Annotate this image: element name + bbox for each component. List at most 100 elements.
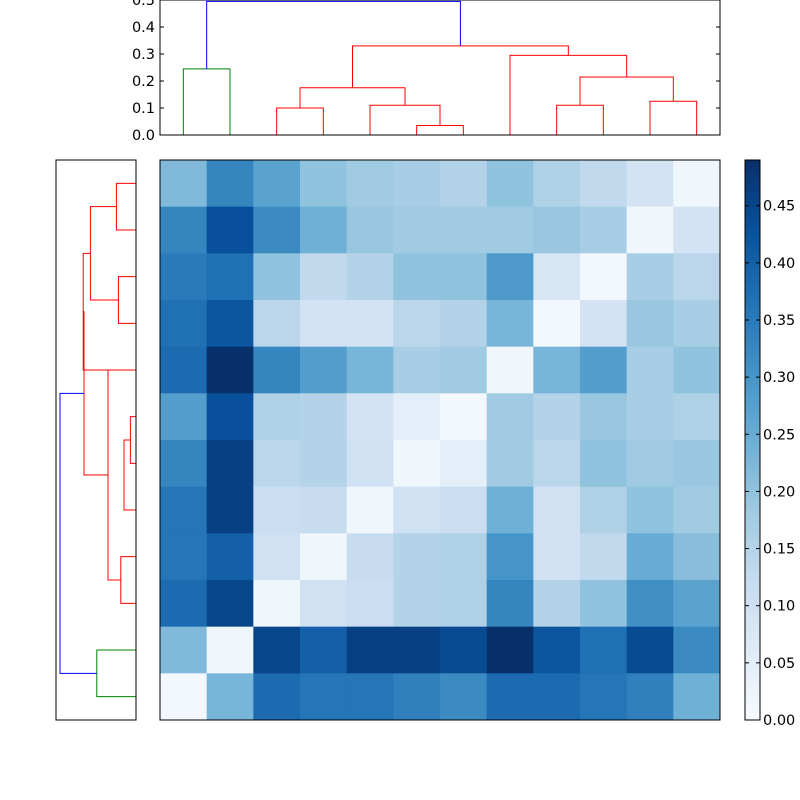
heatmap-cell — [673, 486, 721, 534]
heatmap-cell — [626, 160, 674, 208]
top-dendrogram-link — [556, 104, 604, 135]
heatmap-cell — [626, 673, 674, 721]
top-dendrogram-tick-label: 0.3 — [132, 47, 155, 63]
heatmap-cell — [300, 533, 348, 581]
heatmap-cell — [206, 533, 254, 581]
heatmap-cell — [673, 160, 721, 208]
heatmap-cell — [346, 206, 394, 254]
heatmap-cell — [580, 300, 628, 348]
heatmap-cell — [533, 300, 581, 348]
heatmap-cell — [486, 580, 534, 628]
heatmap-cell — [393, 626, 441, 674]
heatmap-cell — [160, 486, 208, 534]
left-dendrogram-link — [117, 276, 136, 324]
top-dendrogram-links — [182, 0, 698, 135]
heatmap-cell — [486, 346, 534, 394]
heatmap-cell — [300, 626, 348, 674]
heatmap-cell — [580, 253, 628, 301]
left-dendrogram-link — [115, 182, 136, 231]
heatmap-cell — [253, 626, 301, 674]
heatmap-cell — [206, 673, 254, 721]
heatmap-cell — [626, 440, 674, 488]
heatmap-cell — [300, 206, 348, 254]
colorbar-tick-label: 0.10 — [763, 599, 795, 615]
heatmap-cell — [393, 393, 441, 441]
heatmap-cell — [160, 580, 208, 628]
heatmap-cell — [440, 626, 488, 674]
top-dendrogram-link — [649, 100, 698, 135]
heatmap-cell — [160, 533, 208, 581]
colorbar-tick-label: 0.00 — [763, 713, 795, 729]
heatmap-cell — [626, 580, 674, 628]
heatmap-cell — [673, 626, 721, 674]
heatmap-cell — [440, 486, 488, 534]
heatmap-cell — [346, 440, 394, 488]
heatmap-cell — [440, 673, 488, 721]
heatmap-cell — [253, 346, 301, 394]
left-dendrogram-link — [96, 649, 136, 698]
heatmap-cell — [346, 300, 394, 348]
heatmap-cell — [486, 486, 534, 534]
heatmap-cell — [300, 253, 348, 301]
left-dendrogram-link — [120, 556, 136, 604]
top-dendrogram-tick-label: 0.0 — [132, 128, 155, 144]
heatmap-cell — [486, 673, 534, 721]
heatmap-cell — [440, 206, 488, 254]
top-dendrogram-y-ticks: 0.0 0.1 0.2 0.3 0.4 0.5 — [132, 0, 720, 144]
heatmap-cell — [206, 300, 254, 348]
heatmap-cell — [206, 253, 254, 301]
heatmap-cell — [253, 533, 301, 581]
heatmap-cell — [673, 253, 721, 301]
left-dendrogram-link — [107, 369, 136, 581]
top-dendrogram-panel: 0.0 0.1 0.2 0.3 0.4 0.5 — [132, 0, 721, 144]
heatmap-cell — [673, 580, 721, 628]
heatmap-cell — [486, 626, 534, 674]
heatmap-cell — [346, 346, 394, 394]
heatmap-cell — [253, 486, 301, 534]
top-dendrogram-link — [509, 54, 628, 135]
heatmap-cell — [206, 393, 254, 441]
heatmap-cell — [533, 626, 581, 674]
heatmap-cell — [346, 160, 394, 208]
heatmap-cell — [160, 253, 208, 301]
top-dendrogram-frame — [159, 0, 721, 136]
heatmap-cell — [440, 253, 488, 301]
heatmap-cell — [440, 533, 488, 581]
heatmap-cell — [673, 300, 721, 348]
heatmap-cell — [253, 253, 301, 301]
heatmap-cell — [300, 486, 348, 534]
top-dendrogram-tick-label: 0.2 — [132, 74, 155, 90]
heatmap-cell — [673, 440, 721, 488]
heatmap-cell — [440, 580, 488, 628]
heatmap-cell — [346, 393, 394, 441]
heatmap-cell — [533, 673, 581, 721]
heatmap-cell — [393, 206, 441, 254]
heatmap-cell — [626, 346, 674, 394]
heatmap-cell — [346, 253, 394, 301]
heatmap-cell — [673, 206, 721, 254]
colorbar-tick-label: 0.05 — [763, 656, 795, 672]
left-dendrogram-link — [89, 206, 119, 301]
colorbar-tick-label: 0.40 — [763, 256, 795, 272]
heatmap-cell — [160, 626, 208, 674]
heatmap-cell — [253, 300, 301, 348]
heatmap-cell — [253, 440, 301, 488]
left-dendrogram-link — [129, 416, 136, 464]
heatmap-cell — [486, 206, 534, 254]
top-dendrogram-tick-label: 0.1 — [132, 101, 155, 117]
top-dendrogram-tick-label: 0.5 — [132, 0, 155, 9]
colorbar-panel: 0.00 0.05 0.10 0.15 0.20 0.25 0.30 0.35 0.40 0.45 — [744, 159, 795, 729]
heatmap-cell — [206, 440, 254, 488]
heatmap-cell — [160, 393, 208, 441]
heatmap-cell — [440, 440, 488, 488]
heatmap-cell — [533, 533, 581, 581]
heatmap-cell — [626, 626, 674, 674]
heatmap-cell — [580, 533, 628, 581]
heatmap-cell — [626, 393, 674, 441]
top-dendrogram-link — [416, 125, 464, 135]
heatmap-cell — [580, 206, 628, 254]
heatmap-cell — [206, 346, 254, 394]
heatmap-cell — [486, 160, 534, 208]
left-dendrogram-frame — [55, 159, 137, 721]
heatmap-cell — [160, 673, 208, 721]
